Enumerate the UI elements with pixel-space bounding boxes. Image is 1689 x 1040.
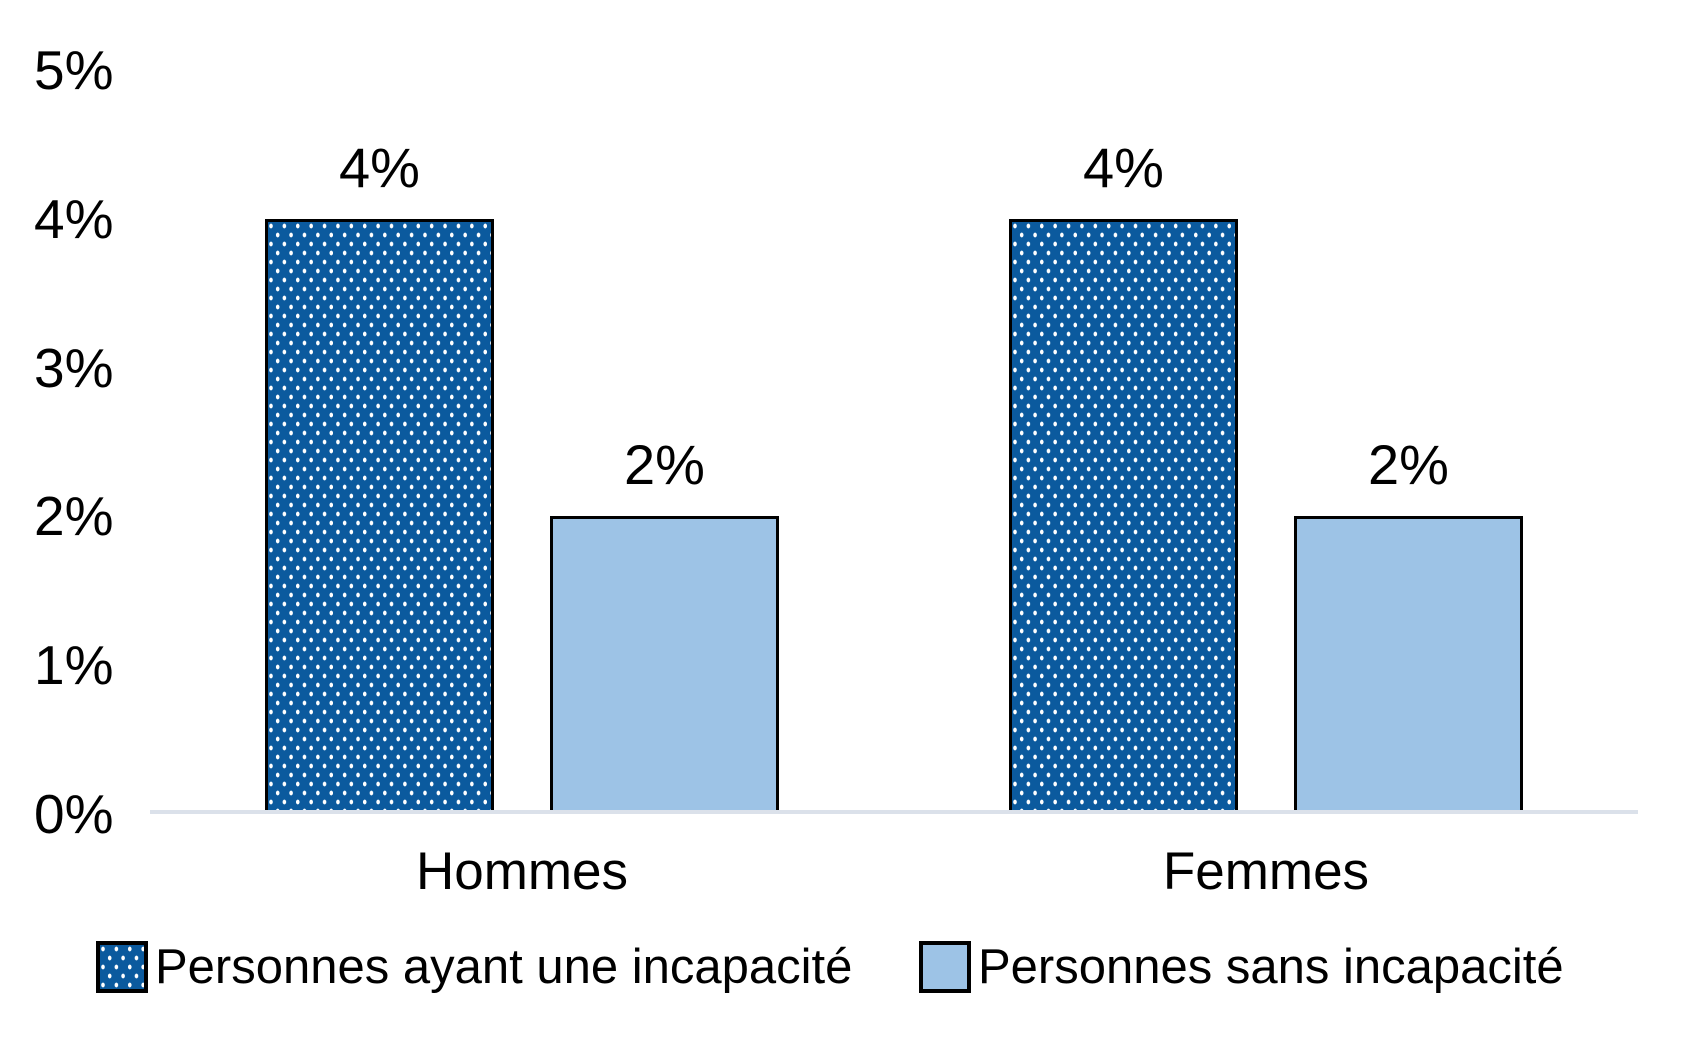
data-label: 4% [1083, 135, 1164, 199]
bar-femmes-series-0 [1009, 218, 1238, 814]
y-tick-label: 2% [34, 485, 114, 548]
legend-label: Personnes ayant une incapacité [155, 940, 853, 994]
legend-item-with-disability: Personnes ayant une incapacité [96, 941, 852, 993]
data-label: 2% [1368, 433, 1449, 497]
bar-femmes-series-1 [1294, 516, 1523, 814]
legend-swatch-dotted-icon [96, 941, 148, 993]
y-tick-label: 1% [34, 634, 114, 697]
x-axis-line [150, 810, 1638, 814]
legend-item-without-disability: Personnes sans incapacité [919, 941, 1564, 993]
bar-hommes-series-0 [265, 218, 494, 814]
x-category-label: Femmes [1162, 842, 1370, 901]
bar-hommes-series-1 [550, 516, 779, 814]
x-category-label: Hommes [415, 842, 629, 901]
data-label: 2% [624, 433, 705, 497]
y-tick-label: 5% [34, 39, 114, 101]
legend-label: Personnes sans incapacité [978, 940, 1564, 994]
legend-swatch-solid-icon [919, 941, 971, 993]
y-tick-label: 0% [34, 783, 114, 845]
data-label: 4% [339, 135, 420, 199]
y-tick-label: 3% [34, 336, 114, 399]
y-tick-label: 4% [34, 187, 114, 250]
